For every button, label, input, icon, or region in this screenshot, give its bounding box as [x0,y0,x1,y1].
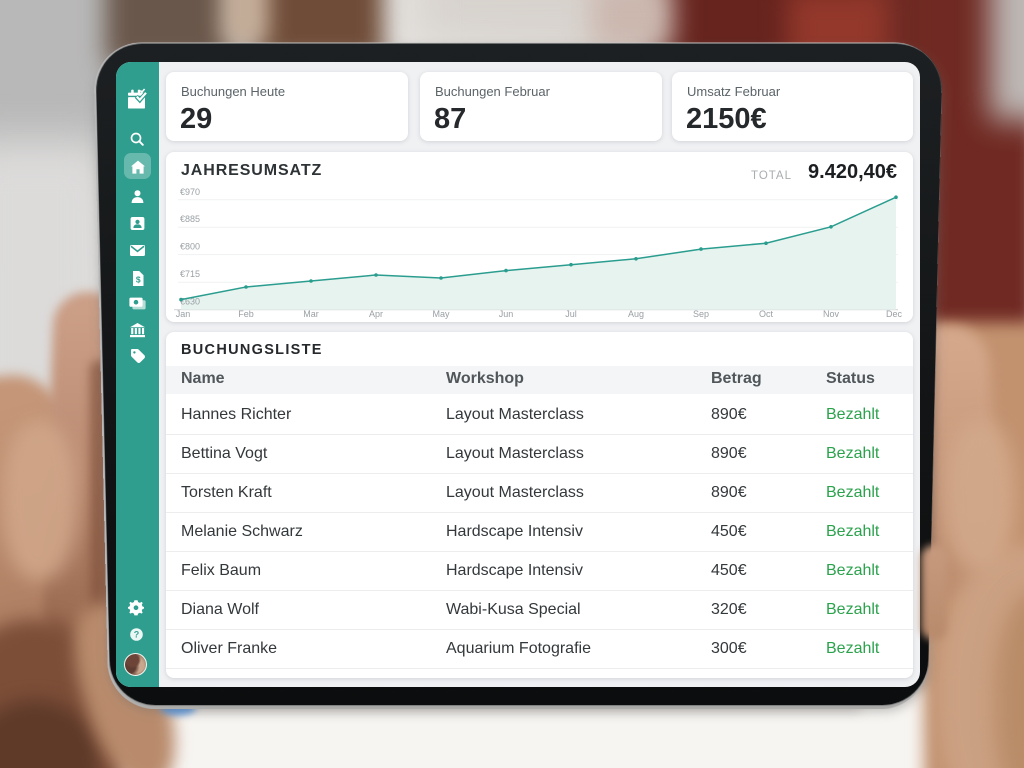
svg-text:€630: €630 [180,297,200,307]
svg-text:Mar: Mar [303,309,319,319]
svg-text:Feb: Feb [238,309,254,319]
svg-text:Sep: Sep [693,309,709,319]
svg-text:€715: €715 [180,269,200,279]
svg-text:Oct: Oct [759,309,774,319]
svg-text:May: May [432,309,450,319]
svg-text:€800: €800 [180,242,200,252]
svg-text:Jan: Jan [176,309,191,319]
svg-text:?: ? [134,630,140,640]
svg-text:Nov: Nov [823,309,840,319]
svg-text:Jun: Jun [499,309,514,319]
svg-text:Jul: Jul [565,309,577,319]
svg-text:Apr: Apr [369,309,383,319]
svg-text:Dec: Dec [886,309,903,319]
svg-text:€970: €970 [180,187,200,197]
svg-text:Aug: Aug [628,309,644,319]
svg-text:€885: €885 [180,214,200,224]
svg-text:$: $ [136,274,141,284]
